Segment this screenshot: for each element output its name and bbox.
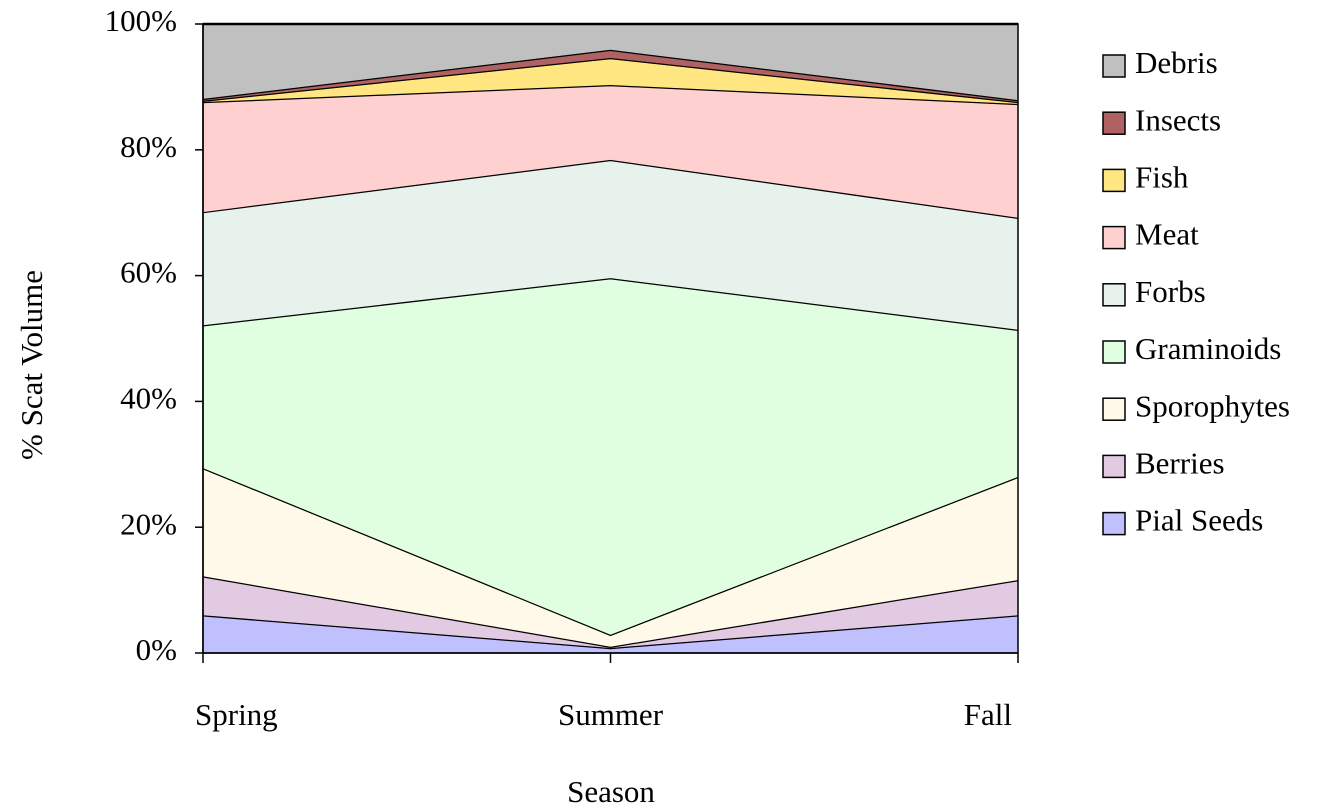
area xyxy=(203,615,1018,653)
x-axis-title: Season xyxy=(567,774,655,809)
area xyxy=(203,57,1018,104)
x-tick-label: Fall xyxy=(964,697,1012,732)
legend-label: Pial Seeds xyxy=(1135,503,1263,538)
y-tick-label: 40% xyxy=(120,381,177,416)
legend-label: Fish xyxy=(1135,160,1189,195)
y-tick-label: 0% xyxy=(136,632,177,667)
legend-label: Sporophytes xyxy=(1135,388,1290,423)
area xyxy=(203,468,1018,647)
legend-swatch xyxy=(1102,340,1126,364)
legend-label: Debris xyxy=(1135,45,1218,80)
legend-label: Forbs xyxy=(1135,274,1206,309)
legend-swatch xyxy=(1102,397,1126,421)
legend-label: Graminoids xyxy=(1135,331,1281,366)
legend-swatch xyxy=(1102,225,1126,250)
legend-swatch xyxy=(1102,111,1126,135)
area xyxy=(203,278,1018,635)
legend-label: Meat xyxy=(1135,217,1199,252)
legend-swatch xyxy=(1102,511,1126,536)
area xyxy=(203,24,1018,101)
x-tick-label: Spring xyxy=(195,697,278,732)
y-axis-title: % Scat Volume xyxy=(14,270,49,460)
x-tick-label: Summer xyxy=(558,697,664,732)
y-tick-label: 80% xyxy=(120,129,177,164)
area xyxy=(203,576,1018,648)
y-tick-label: 100% xyxy=(105,3,177,38)
legend-swatch xyxy=(1102,54,1126,78)
area xyxy=(203,85,1018,218)
legend-swatch xyxy=(1102,168,1126,193)
legend-label: Insects xyxy=(1135,102,1221,137)
area xyxy=(203,159,1018,330)
legend-swatch xyxy=(1102,283,1126,307)
legend-label: Berries xyxy=(1135,446,1225,481)
y-tick-label: 60% xyxy=(120,255,177,290)
legend-swatch xyxy=(1102,454,1126,479)
y-tick-label: 20% xyxy=(120,506,177,541)
